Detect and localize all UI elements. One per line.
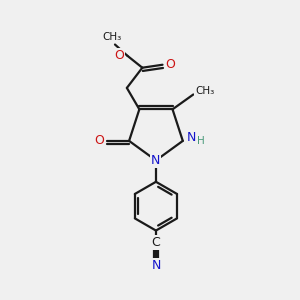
Text: O: O bbox=[115, 49, 124, 62]
Text: H: H bbox=[197, 136, 205, 146]
Text: C: C bbox=[152, 236, 160, 249]
Text: O: O bbox=[94, 134, 104, 147]
Text: N: N bbox=[151, 154, 160, 167]
Text: CH₃: CH₃ bbox=[195, 86, 214, 97]
Text: N: N bbox=[151, 259, 160, 272]
Text: O: O bbox=[166, 58, 176, 70]
Text: CH₃: CH₃ bbox=[102, 32, 122, 42]
Text: N: N bbox=[186, 131, 196, 144]
